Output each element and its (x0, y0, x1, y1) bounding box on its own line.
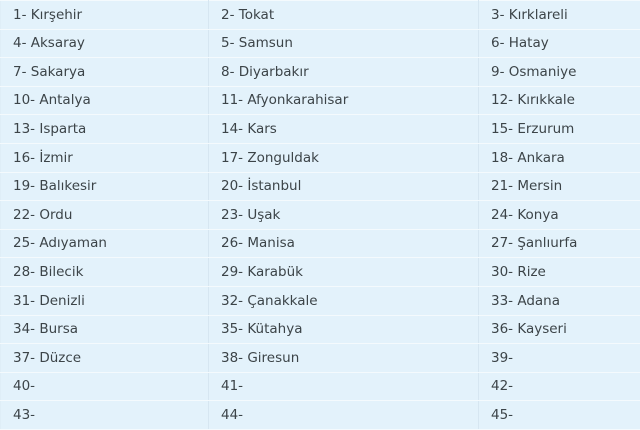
table-cell: 42- (479, 372, 640, 401)
table-cell: 43- (1, 401, 209, 430)
table-cell: 39- (479, 344, 640, 373)
table-cell: 16- İzmir (1, 143, 209, 172)
table-cell: 44- (209, 401, 479, 430)
table-cell: 5- Samsun (209, 29, 479, 58)
table-row: 40- 41- 42- (1, 372, 640, 401)
table-row: 31- Denizli 32- Çanakkale 33- Adana (1, 286, 640, 315)
table-cell: 30- Rize (479, 258, 640, 287)
table-cell: 8- Diyarbakır (209, 58, 479, 87)
table-row: 10- Antalya 11- Afyonkarahisar 12- Kırık… (1, 86, 640, 115)
table-cell: 33- Adana (479, 286, 640, 315)
table-cell: 34- Bursa (1, 315, 209, 344)
table-cell: 4- Aksaray (1, 29, 209, 58)
table-row: 7- Sakarya 8- Diyarbakır 9- Osmaniye (1, 58, 640, 87)
table-cell: 7- Sakarya (1, 58, 209, 87)
table-cell: 20- İstanbul (209, 172, 479, 201)
table-cell: 11- Afyonkarahisar (209, 86, 479, 115)
table-row: 34- Bursa 35- Kütahya 36- Kayseri (1, 315, 640, 344)
table-cell: 21- Mersin (479, 172, 640, 201)
table-cell: 12- Kırıkkale (479, 86, 640, 115)
table-cell: 6- Hatay (479, 29, 640, 58)
table-row: 4- Aksaray 5- Samsun 6- Hatay (1, 29, 640, 58)
table-cell: 37- Düzce (1, 344, 209, 373)
table-cell: 2- Tokat (209, 1, 479, 30)
table-row: 22- Ordu 23- Uşak 24- Konya (1, 201, 640, 230)
table-cell: 10- Antalya (1, 86, 209, 115)
table-cell: 41- (209, 372, 479, 401)
table-row: 19- Balıkesir 20- İstanbul 21- Mersin (1, 172, 640, 201)
table-cell: 29- Karabük (209, 258, 479, 287)
table-cell: 15- Erzurum (479, 115, 640, 144)
table-cell: 13- Isparta (1, 115, 209, 144)
table-cell: 36- Kayseri (479, 315, 640, 344)
table-cell: 31- Denizli (1, 286, 209, 315)
table-cell: 1- Kırşehir (1, 1, 209, 30)
table-cell: 23- Uşak (209, 201, 479, 230)
table-cell: 45- (479, 401, 640, 430)
table-cell: 25- Adıyaman (1, 229, 209, 258)
table-cell: 28- Bilecik (1, 258, 209, 287)
table-cell: 3- Kırklareli (479, 1, 640, 30)
table-row: 13- Isparta 14- Kars 15- Erzurum (1, 115, 640, 144)
table-cell: 35- Kütahya (209, 315, 479, 344)
table-cell: 27- Şanlıurfa (479, 229, 640, 258)
table-row: 16- İzmir 17- Zonguldak 18- Ankara (1, 143, 640, 172)
table-row: 28- Bilecik 29- Karabük 30- Rize (1, 258, 640, 287)
table-row: 43- 44- 45- (1, 401, 640, 430)
table-cell: 38- Giresun (209, 344, 479, 373)
table-cell: 26- Manisa (209, 229, 479, 258)
table-cell: 9- Osmaniye (479, 58, 640, 87)
table-cell: 18- Ankara (479, 143, 640, 172)
table-cell: 17- Zonguldak (209, 143, 479, 172)
table-cell: 32- Çanakkale (209, 286, 479, 315)
table-row: 25- Adıyaman 26- Manisa 27- Şanlıurfa (1, 229, 640, 258)
table-cell: 22- Ordu (1, 201, 209, 230)
table-row: 37- Düzce 38- Giresun 39- (1, 344, 640, 373)
table-cell: 40- (1, 372, 209, 401)
table-cell: 14- Kars (209, 115, 479, 144)
table-row: 1- Kırşehir 2- Tokat 3- Kırklareli (1, 1, 640, 30)
table-cell: 24- Konya (479, 201, 640, 230)
table-cell: 19- Balıkesir (1, 172, 209, 201)
